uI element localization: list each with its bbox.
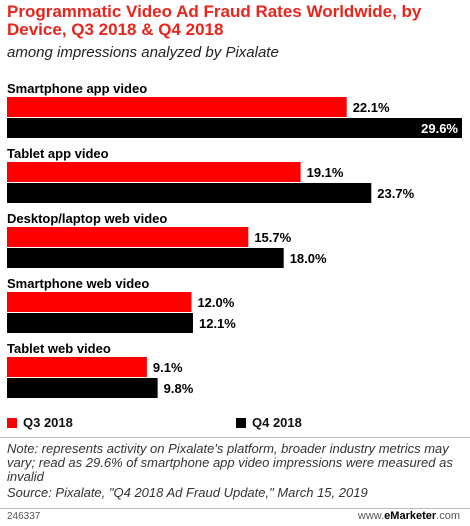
data-label-q4-tablet-web-video: 9.8% — [164, 381, 194, 396]
bar-chart: Smartphone app video 22.1% 29.6% Tablet app… — [7, 81, 462, 398]
category-label-tablet-web-video: Tablet web video — [7, 341, 111, 356]
chart-title: Programmatic Video Ad Fraud Rates Worldw… — [7, 2, 422, 39]
legend-label-q3: Q3 2018 — [23, 415, 73, 430]
category-label-tablet-app-video: Tablet app video — [7, 146, 109, 161]
legend-item-q3: Q3 2018 — [7, 415, 73, 430]
bar-q3-tablet-web-video — [7, 357, 147, 377]
data-label-q3-smartphone-app-video: 22.1% — [353, 100, 390, 115]
data-label-q4-smartphone-web-video: 12.1% — [199, 316, 236, 331]
divider — [0, 508, 470, 509]
bar-q4-smartphone-web-video — [7, 313, 193, 333]
divider — [0, 437, 470, 438]
category-label-smartphone-app-video: Smartphone app video — [7, 81, 147, 96]
chart-note: Note: represents activity on Pixalate's … — [7, 441, 453, 484]
chart-subtitle: among impressions analyzed by Pixalate — [7, 44, 279, 61]
brand-prefix: www. — [357, 510, 385, 522]
brand-logo: www.eMarketer.com — [358, 510, 460, 522]
data-label-q3-tablet-web-video: 9.1% — [153, 360, 183, 375]
bar-q4-tablet-web-video — [7, 378, 158, 398]
data-label-q3-smartphone-web-video: 12.0% — [197, 295, 234, 310]
bar-q3-smartphone-web-video — [7, 292, 192, 312]
legend-swatch-q4 — [236, 417, 246, 428]
bar-q3-tablet-app-video — [7, 162, 301, 182]
bar-q3-smartphone-app-video — [7, 97, 347, 117]
data-label-q4-tablet-app-video: 23.7% — [377, 186, 414, 201]
bar-q4-smartphone-app-video — [7, 118, 462, 138]
bar-q3-desktop-laptop-web-video — [7, 227, 249, 247]
bar-q4-tablet-app-video — [7, 183, 372, 203]
brand-name: eMarketer — [384, 510, 437, 522]
category-label-desktop-laptop-web-video: Desktop/laptop web video — [7, 211, 167, 226]
brand-suffix: .com — [436, 510, 460, 522]
chart-id: 246337 — [7, 511, 41, 522]
legend-item-q4: Q4 2018 — [236, 415, 302, 430]
data-label-q4-smartphone-app-video: 29.6% — [421, 121, 458, 136]
bar-q4-desktop-laptop-web-video — [7, 248, 284, 268]
category-label-smartphone-web-video: Smartphone web video — [7, 276, 149, 291]
data-label-q4-desktop-laptop-web-video: 18.0% — [290, 251, 327, 266]
legend-label-q4: Q4 2018 — [252, 415, 302, 430]
chart-source: Source: Pixalate, "Q4 2018 Ad Fraud Upda… — [7, 485, 368, 500]
data-label-q3-desktop-laptop-web-video: 15.7% — [254, 230, 291, 245]
legend-swatch-q3 — [7, 417, 17, 428]
data-label-q3-tablet-app-video: 19.1% — [307, 165, 344, 180]
